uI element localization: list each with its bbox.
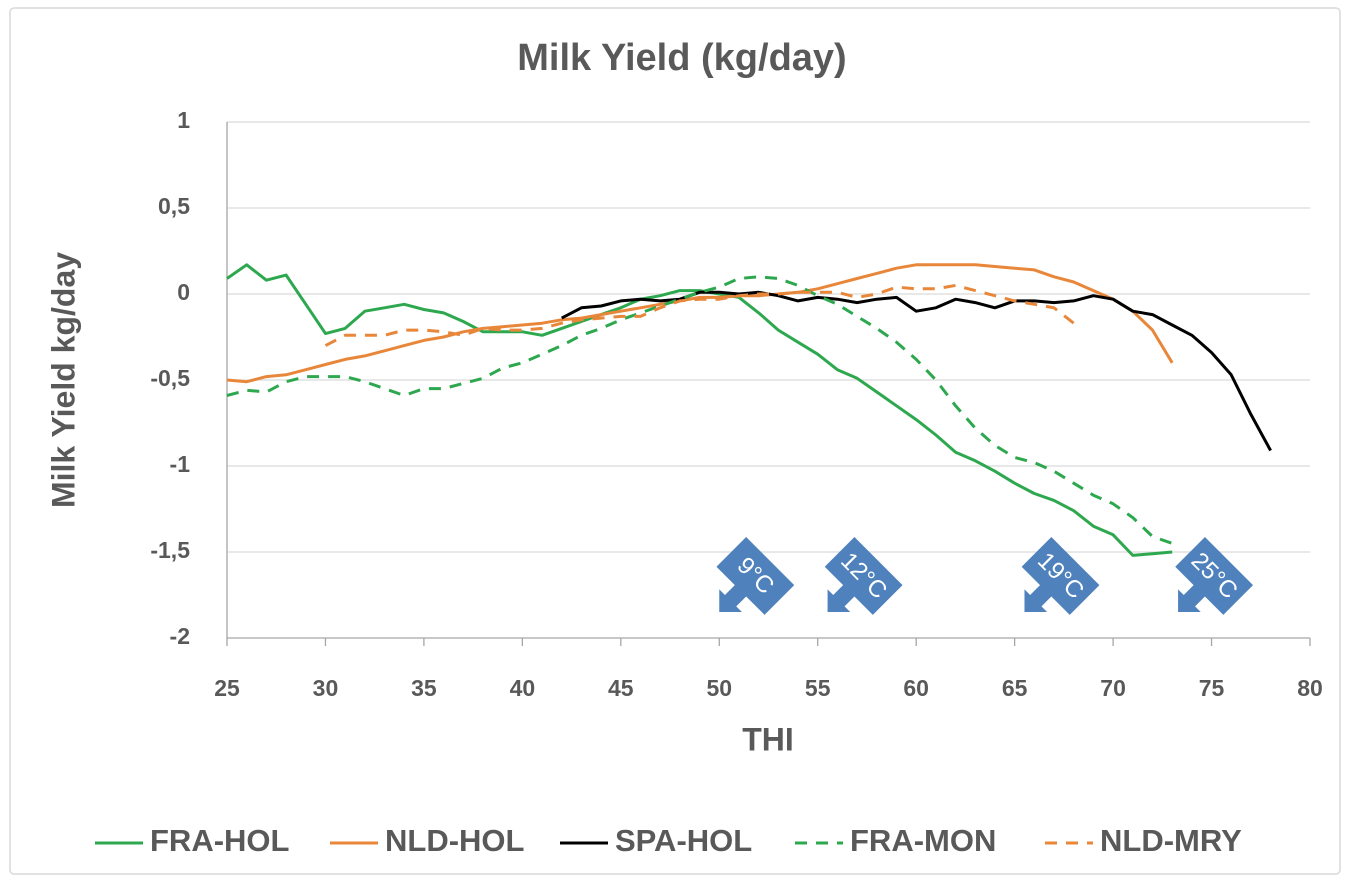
x-tick-label: 40 <box>510 675 536 701</box>
chart-title: Milk Yield (kg/day) <box>517 37 846 79</box>
x-tick-label: 35 <box>411 675 437 701</box>
legend-label: NLD-HOL <box>385 823 524 858</box>
legend-label: NLD-MRY <box>1100 823 1242 858</box>
legend-label: FRA-MON <box>850 823 996 858</box>
y-tick-label: -0,5 <box>150 365 190 391</box>
x-tick-label: 45 <box>608 675 634 701</box>
x-tick-label: 75 <box>1199 675 1225 701</box>
x-axis-label: THI <box>742 721 794 757</box>
chart-border <box>9 7 1341 875</box>
series-line <box>561 290 1272 452</box>
y-tick-label: -1,5 <box>150 537 190 563</box>
series-line <box>226 263 1173 557</box>
x-tick-label: 80 <box>1297 675 1323 701</box>
annotation-arrow <box>1175 537 1254 615</box>
y-tick-label: -2 <box>170 623 190 649</box>
x-tick-label: 60 <box>903 675 929 701</box>
legend-label: SPA-HOL <box>615 823 752 858</box>
x-tick-label: 70 <box>1100 675 1126 701</box>
y-tick-label: 1 <box>177 107 190 133</box>
x-tick-label: 65 <box>1002 675 1028 701</box>
y-tick-label: 0,5 <box>158 193 190 219</box>
annotation-arrow <box>824 537 903 615</box>
x-tick-label: 30 <box>313 675 339 701</box>
x-tick-label: 55 <box>805 675 831 701</box>
y-tick-label: 0 <box>177 279 190 305</box>
legend-label: FRA-HOL <box>150 823 289 858</box>
series-line <box>226 275 1173 545</box>
annotation-arrow <box>1021 537 1100 615</box>
y-tick-label: -1 <box>170 451 191 477</box>
y-axis-label: Milk Yield kg/day <box>45 252 81 508</box>
annotation-arrow <box>716 537 795 615</box>
x-tick-label: 25 <box>214 675 240 701</box>
series-line <box>324 283 1075 347</box>
x-tick-label: 50 <box>706 675 732 701</box>
series-line <box>226 263 1174 384</box>
